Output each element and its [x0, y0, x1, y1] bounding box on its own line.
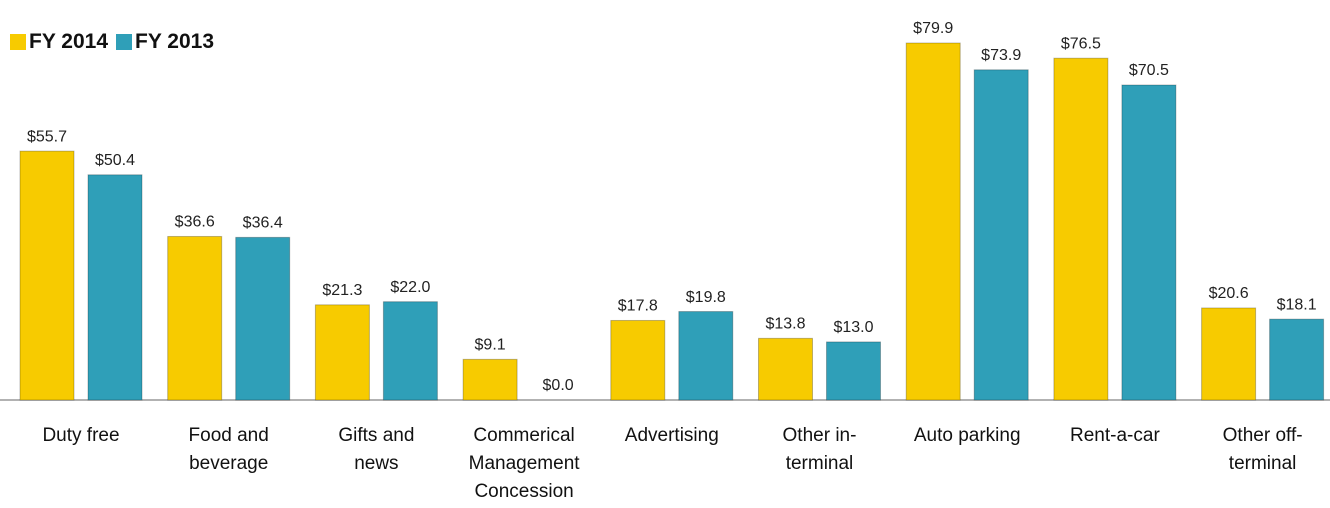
- bar: [1053, 57, 1109, 401]
- data-label: $73.9: [981, 47, 1021, 64]
- x-tick-label: Other off-terminal: [1222, 425, 1303, 474]
- data-label: $19.8: [686, 289, 726, 306]
- data-label: $22.0: [390, 279, 430, 296]
- data-label: $20.6: [1209, 285, 1249, 302]
- data-label: $50.4: [95, 152, 135, 169]
- bar: [1269, 318, 1325, 401]
- legend-swatch: [10, 34, 26, 50]
- bar: [610, 319, 666, 401]
- bar: [758, 337, 813, 401]
- data-label: $13.0: [833, 319, 873, 336]
- bar: [235, 236, 291, 401]
- legend-label: FY 2013: [135, 30, 215, 53]
- data-label: $21.3: [322, 282, 362, 299]
- bar: [462, 358, 518, 401]
- data-label: $0.0: [543, 377, 574, 394]
- data-label: $36.4: [243, 215, 283, 232]
- x-tick-label: Auto parking: [913, 425, 1021, 446]
- data-label: $17.8: [618, 298, 658, 315]
- x-tick-label: Advertising: [624, 425, 719, 446]
- x-tick-label: Other in-terminal: [782, 425, 857, 474]
- data-label: $76.5: [1061, 35, 1101, 52]
- legend-label: FY 2014: [29, 30, 109, 53]
- data-label: $13.8: [765, 316, 805, 333]
- bar: [314, 304, 370, 401]
- bar: [678, 311, 734, 401]
- data-label: $79.9: [913, 20, 953, 37]
- legend-swatch: [116, 34, 132, 50]
- bar: [973, 69, 1029, 401]
- bar: [905, 42, 961, 401]
- bar: [167, 235, 223, 401]
- bar: [1121, 84, 1177, 401]
- x-tick-label: Commerical Management Concession: [468, 425, 580, 502]
- bar: [19, 150, 75, 401]
- legend-item: FY 2013: [116, 30, 214, 54]
- x-tick-label: Gifts and news: [338, 425, 415, 474]
- data-label: $70.5: [1129, 62, 1169, 79]
- bar: [1201, 307, 1257, 401]
- bar: [382, 301, 438, 401]
- bar: [826, 341, 881, 401]
- data-label: $36.6: [175, 214, 215, 231]
- data-label: $18.1: [1277, 296, 1317, 313]
- data-label: $9.1: [475, 337, 506, 354]
- x-tick-label: Rent-a-car: [1070, 425, 1160, 446]
- legend-item: FY 2014: [10, 30, 108, 54]
- bar: [87, 174, 143, 401]
- x-tick-label: Duty free: [42, 425, 120, 446]
- x-tick-label: Food and beverage: [188, 425, 269, 474]
- data-label: $55.7: [27, 128, 67, 145]
